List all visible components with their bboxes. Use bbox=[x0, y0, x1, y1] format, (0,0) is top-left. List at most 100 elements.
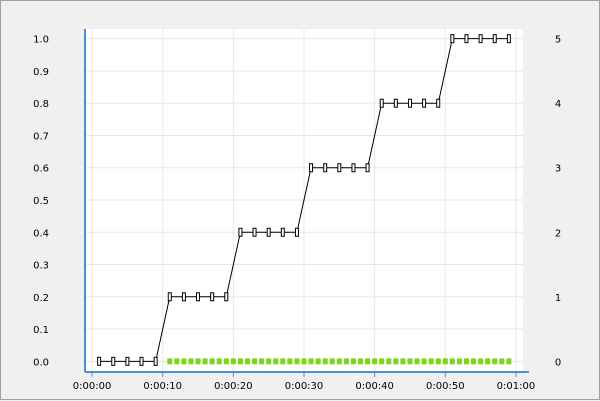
data-point bbox=[125, 356, 130, 366]
x-tick-label: 0:00:30 bbox=[285, 381, 324, 392]
x-tick-label: 0:00:20 bbox=[214, 381, 253, 392]
data-point bbox=[224, 292, 229, 302]
data-point bbox=[181, 292, 186, 302]
series bbox=[97, 34, 512, 366]
data-point bbox=[230, 358, 236, 365]
x-tick-label: 0:00:00 bbox=[73, 381, 112, 392]
data-point bbox=[436, 98, 441, 108]
data-point bbox=[266, 358, 272, 365]
data-point bbox=[343, 358, 349, 365]
right-y-tick-label: 1 bbox=[555, 293, 561, 304]
data-point bbox=[209, 358, 215, 365]
data-point bbox=[393, 358, 399, 365]
right-y-tick-label: 3 bbox=[555, 164, 561, 175]
data-point bbox=[393, 98, 398, 108]
data-point bbox=[287, 358, 293, 365]
data-point bbox=[506, 358, 512, 365]
data-point bbox=[322, 358, 328, 365]
data-point bbox=[464, 34, 469, 44]
left-y-tick-label: 0.9 bbox=[33, 67, 49, 78]
data-point bbox=[309, 163, 314, 173]
data-point bbox=[407, 98, 412, 108]
data-point bbox=[463, 358, 469, 365]
data-point bbox=[372, 358, 378, 365]
data-point bbox=[456, 358, 462, 365]
data-point bbox=[407, 358, 413, 365]
data-point bbox=[329, 358, 335, 365]
data-point bbox=[492, 358, 498, 365]
left-y-tick-label: 0.6 bbox=[33, 164, 49, 175]
data-point bbox=[414, 358, 420, 365]
data-point bbox=[422, 98, 427, 108]
data-point bbox=[153, 356, 158, 366]
data-point bbox=[323, 163, 328, 173]
data-point bbox=[337, 163, 342, 173]
series-1 bbox=[167, 358, 512, 365]
data-point bbox=[478, 34, 483, 44]
data-point bbox=[350, 358, 356, 365]
data-point bbox=[280, 358, 286, 365]
data-point bbox=[139, 356, 144, 366]
right-y-tick-label: 0 bbox=[555, 357, 561, 368]
data-point bbox=[506, 34, 511, 44]
data-point bbox=[301, 358, 307, 365]
data-point bbox=[195, 358, 201, 365]
data-point bbox=[365, 358, 371, 365]
data-point bbox=[435, 358, 441, 365]
left-y-tick-label: 0.7 bbox=[33, 131, 49, 142]
data-point bbox=[386, 358, 392, 365]
data-point bbox=[379, 358, 385, 365]
data-point bbox=[336, 358, 342, 365]
data-point bbox=[223, 358, 229, 365]
data-point bbox=[485, 358, 491, 365]
left-y-tick-label: 1.0 bbox=[33, 35, 49, 46]
data-point bbox=[421, 358, 427, 365]
x-tick-label: 0:00:50 bbox=[426, 381, 465, 392]
data-point bbox=[181, 358, 187, 365]
data-point bbox=[244, 358, 250, 365]
data-point bbox=[237, 358, 243, 365]
right-y-tick-label: 4 bbox=[555, 99, 561, 110]
data-point bbox=[216, 358, 222, 365]
data-point bbox=[188, 358, 194, 365]
data-point bbox=[252, 358, 258, 365]
right-y-tick-label: 2 bbox=[555, 228, 561, 239]
data-point bbox=[238, 227, 243, 237]
grid bbox=[85, 29, 523, 371]
data-point bbox=[358, 358, 364, 365]
data-point bbox=[196, 292, 201, 302]
data-point bbox=[210, 292, 215, 302]
data-point bbox=[449, 358, 455, 365]
data-point bbox=[478, 358, 484, 365]
x-tick-label: 0:00:10 bbox=[143, 381, 182, 392]
data-point bbox=[280, 227, 285, 237]
data-point bbox=[252, 227, 257, 237]
data-point bbox=[174, 358, 180, 365]
data-point bbox=[294, 358, 300, 365]
left-y-tick-label: 0.8 bbox=[33, 99, 49, 110]
tick-labels: 0:00:00 0:00:10 0:00:20 0:00:30 0:00:40 0:00:… bbox=[33, 35, 561, 392]
data-point bbox=[97, 356, 102, 366]
x-tick-label: 0:01:00 bbox=[497, 381, 536, 392]
left-y-tick-label: 0.3 bbox=[33, 261, 49, 272]
left-y-tick-label: 0.1 bbox=[33, 325, 49, 336]
left-y-tick-label: 0.2 bbox=[33, 293, 49, 304]
data-point bbox=[471, 358, 477, 365]
data-point bbox=[379, 98, 384, 108]
data-point bbox=[499, 358, 505, 365]
data-point bbox=[442, 358, 448, 365]
data-point bbox=[351, 163, 356, 173]
data-point bbox=[111, 356, 116, 366]
axes bbox=[84, 29, 529, 373]
series-line-group-0 bbox=[97, 34, 511, 366]
data-point bbox=[259, 358, 265, 365]
data-point bbox=[315, 358, 321, 365]
data-point bbox=[450, 34, 455, 44]
right-y-tick-label: 5 bbox=[555, 35, 561, 46]
data-point bbox=[428, 358, 434, 365]
data-point bbox=[266, 227, 271, 237]
data-point bbox=[400, 358, 406, 365]
data-point bbox=[365, 163, 370, 173]
